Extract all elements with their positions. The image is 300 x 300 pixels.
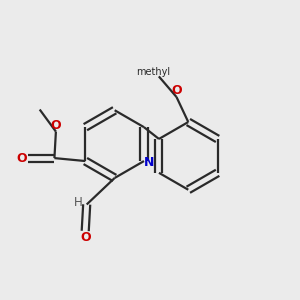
Text: O: O	[80, 231, 91, 244]
Text: N: N	[144, 156, 154, 169]
Text: H: H	[74, 196, 83, 208]
Text: methyl: methyl	[136, 67, 170, 77]
Text: O: O	[17, 152, 27, 165]
Text: O: O	[171, 84, 182, 97]
Text: O: O	[51, 118, 61, 132]
